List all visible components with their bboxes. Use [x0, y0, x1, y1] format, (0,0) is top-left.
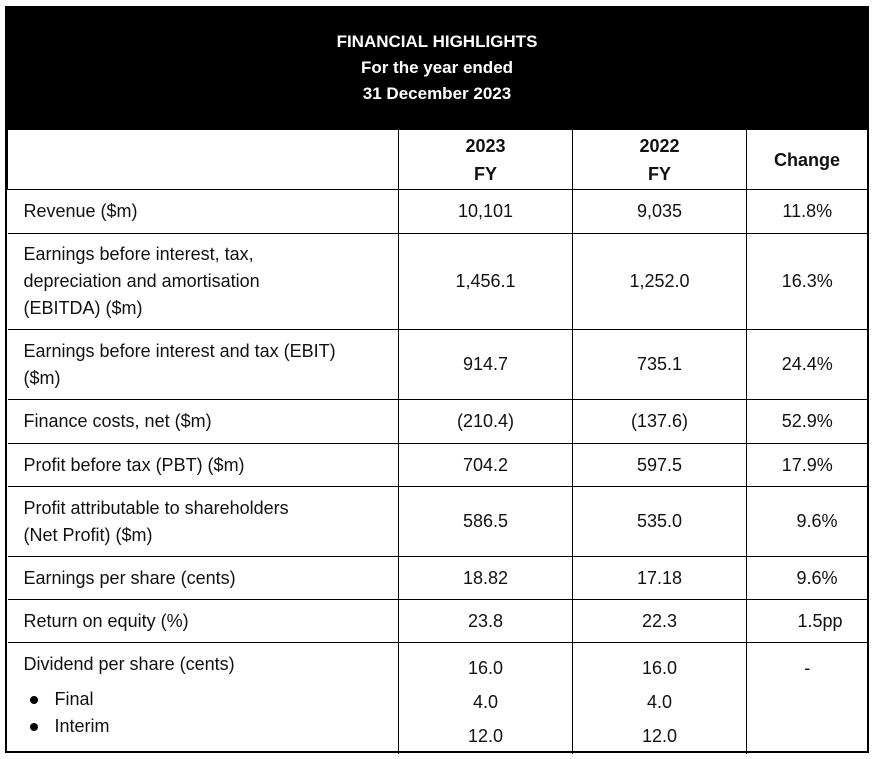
- value-2022: 597.5: [572, 443, 747, 487]
- financial-highlights-table: FINANCIAL HIGHLIGHTS For the year ended …: [5, 6, 869, 754]
- table-row: Return on equity (%) 23.8 22.3 1.5pp: [7, 599, 868, 643]
- dividend-final-2022: 4.0: [646, 692, 673, 712]
- row-label: Earnings before interest and tax (EBIT) …: [7, 329, 399, 400]
- value-2022: 22.3: [572, 599, 747, 643]
- header-2023-year: 2023: [465, 135, 506, 156]
- value-change: 16.3%: [746, 233, 868, 330]
- value-2023: (210.4): [398, 399, 573, 444]
- dividend-total-2023: 16.0: [467, 658, 504, 678]
- row-label: Finance costs, net ($m): [7, 399, 399, 444]
- value-2023: 704.2: [398, 443, 573, 487]
- dividend-interim-2023: 12.0: [467, 726, 504, 746]
- dividend-final-2023: 4.0: [472, 692, 499, 712]
- highlights-grid: 2023 FY 2022 FY Change Revenue ($m) 10,1…: [7, 129, 868, 754]
- value-2023: 586.5: [398, 486, 573, 557]
- value-2022: 17.18: [572, 556, 747, 600]
- value-2022: 1,252.0: [572, 233, 747, 330]
- interim-label: Interim: [54, 716, 110, 736]
- row-label-line: ($m): [23, 367, 61, 388]
- row-label-line: (Net Profit) ($m): [23, 524, 153, 545]
- row-label-line: Earnings before interest and tax (EBIT): [23, 340, 336, 361]
- row-label-line: Profit attributable to shareholders: [23, 497, 289, 518]
- bullet-icon: [29, 722, 38, 731]
- value-change: 11.8%: [746, 189, 868, 234]
- bullet-interim: Interim: [24, 713, 399, 740]
- bullet-icon: [29, 695, 38, 704]
- row-label: Earnings per share (cents): [7, 556, 399, 600]
- value-2023: 18.82: [398, 556, 573, 600]
- value-2022: 9,035: [572, 189, 747, 234]
- value-2023: 914.7: [398, 329, 573, 400]
- value-2022: 16.0 4.0 12.0: [572, 642, 747, 754]
- row-label-line: depreciation and amortisation: [23, 271, 260, 291]
- header-2022-year: 2022: [639, 135, 680, 156]
- header-2023-fy: FY: [473, 163, 497, 184]
- row-label: Profit before tax (PBT) ($m): [7, 443, 399, 487]
- table-row: Finance costs, net ($m) (210.4) (137.6) …: [7, 399, 868, 444]
- value-2023: 23.8: [398, 599, 573, 643]
- value-change: 17.9%: [746, 443, 868, 487]
- value-2023: 16.0 4.0 12.0: [398, 642, 573, 754]
- table-date: 31 December 2023: [362, 84, 512, 103]
- value-change: -: [746, 642, 868, 754]
- value-change: 52.9%: [746, 399, 868, 444]
- table-subtitle: For the year ended: [360, 58, 514, 77]
- row-label: Profit attributable to shareholders (Net…: [7, 486, 399, 557]
- value-change: 24.4%: [746, 329, 868, 400]
- row-label: Return on equity (%): [7, 599, 399, 643]
- table-row: Earnings before interest, tax, depreciat…: [7, 233, 868, 330]
- table-row-dividend: Dividend per share (cents) Final Interim…: [7, 642, 868, 754]
- dividend-interim-2022: 12.0: [641, 726, 678, 746]
- bullet-final: Final: [24, 686, 399, 713]
- value-change: 9.6%: [746, 486, 868, 557]
- header-2022-fy: FY: [647, 163, 671, 184]
- row-label: Earnings before interest, tax, depreciat…: [7, 233, 399, 330]
- table-title-banner: FINANCIAL HIGHLIGHTS For the year ended …: [7, 8, 867, 129]
- dividend-total-2022: 16.0: [641, 658, 678, 678]
- header-2022: 2022 FY: [572, 129, 747, 190]
- value-change: 1.5pp: [746, 599, 868, 643]
- header-2023: 2023 FY: [398, 129, 573, 190]
- table-title: FINANCIAL HIGHLIGHTS: [336, 32, 538, 51]
- value-change: 9.6%: [746, 556, 868, 600]
- row-label: Revenue ($m): [7, 189, 399, 234]
- value-2022: 735.1: [572, 329, 747, 400]
- row-label: Dividend per share (cents) Final Interim: [7, 642, 399, 754]
- dividend-label: Dividend per share (cents): [23, 654, 235, 674]
- value-2023: 1,456.1: [398, 233, 573, 330]
- table-row: Profit before tax (PBT) ($m) 704.2 597.5…: [7, 443, 868, 487]
- value-2023: 10,101: [398, 189, 573, 234]
- row-label-line: Earnings before interest, tax,: [23, 244, 254, 264]
- value-2022: (137.6): [572, 399, 747, 444]
- value-2022: 535.0: [572, 486, 747, 557]
- row-label-line: (EBITDA) ($m): [23, 298, 143, 318]
- table-row: Earnings per share (cents) 18.82 17.18 9…: [7, 556, 868, 600]
- table-row: Profit attributable to shareholders (Net…: [7, 486, 868, 557]
- table-row: Revenue ($m) 10,101 9,035 11.8%: [7, 189, 868, 234]
- header-change: Change: [746, 129, 868, 190]
- header-label-cell: [7, 129, 399, 190]
- table-row: Earnings before interest and tax (EBIT) …: [7, 329, 868, 400]
- final-label: Final: [54, 689, 94, 709]
- header-row: 2023 FY 2022 FY Change: [7, 129, 868, 190]
